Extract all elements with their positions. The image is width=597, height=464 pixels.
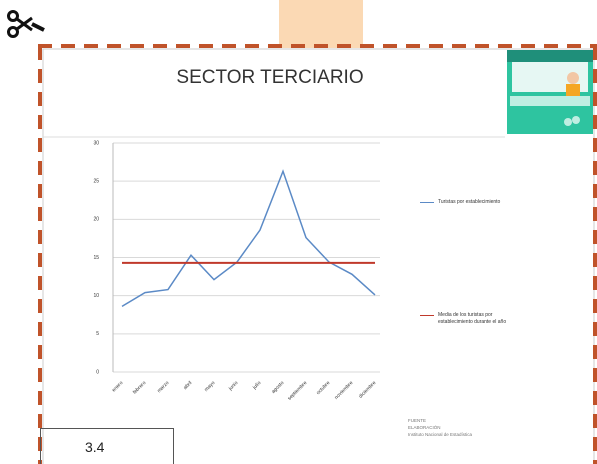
tab: [279, 0, 363, 48]
y-tick-label: 25: [93, 178, 99, 184]
y-tick-label: 30: [93, 140, 99, 146]
exercise-label: 3.4: [85, 439, 105, 455]
shop-illustration: [507, 50, 593, 134]
legend-item: Turistas por establecimiento: [420, 199, 528, 206]
legend-swatch: [420, 315, 434, 316]
source-line: Instituto Nacional de Estadística: [408, 432, 473, 437]
scissors-icon: [7, 10, 45, 38]
slide: [42, 48, 595, 464]
legend-label: Turistas por establecimiento: [438, 199, 501, 205]
x-tick-label: julio: [251, 380, 262, 391]
x-tick-label: abril: [182, 380, 193, 391]
y-tick-label: 0: [96, 369, 99, 375]
legend-swatch: [420, 202, 434, 203]
source-line: FUENTE: [408, 418, 426, 423]
legend-label: Media de los turistas por establecimient…: [438, 312, 507, 325]
cut-border: [38, 44, 597, 464]
series-line: [121, 169, 376, 307]
source-note: FUENTE ELABORACIÓN Instituto Nacional de…: [408, 417, 472, 438]
exercise-number: 3.4: [40, 428, 174, 464]
legend-item: Media de los turistas por establecimient…: [420, 312, 528, 326]
y-tick-label: 20: [93, 217, 99, 223]
source-line: ELABORACIÓN: [408, 425, 441, 430]
y-tick-label: 5: [96, 331, 99, 337]
y-tick-label: 15: [93, 255, 99, 261]
y-tick-label: 10: [93, 293, 99, 299]
title: SECTOR TERCIARIO: [176, 67, 363, 88]
